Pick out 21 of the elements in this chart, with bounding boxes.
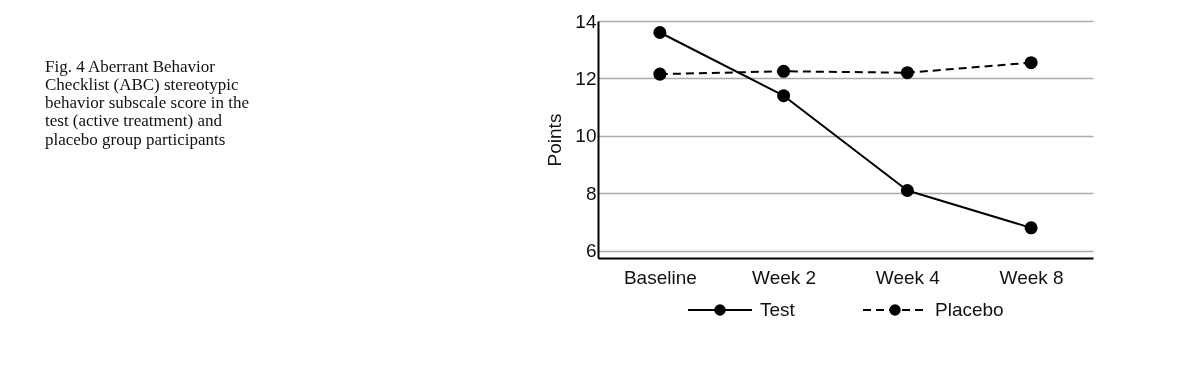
x-tick-label: Week 2 xyxy=(752,266,817,288)
point xyxy=(1024,56,1038,70)
y-tick-label: 6 xyxy=(585,240,597,262)
y-tick-label: 10 xyxy=(575,125,597,147)
point xyxy=(1024,221,1038,235)
point xyxy=(653,67,667,81)
point xyxy=(900,183,914,197)
x-tick-label: Week 8 xyxy=(999,266,1064,288)
y-tick-label: 8 xyxy=(585,182,597,204)
y-tick-label: 14 xyxy=(575,10,597,32)
x-tick-label: Week 4 xyxy=(875,266,941,288)
point xyxy=(777,64,791,78)
x-tick-label: Baseline xyxy=(623,266,697,288)
point xyxy=(777,89,791,103)
text: Fig. 4 Aberrant Behavior Checklist (ABC) stereotypic behavior subscale score in the test (active treatment) and placebo group participants xyxy=(45,56,249,149)
y-tick-label: 12 xyxy=(575,67,597,89)
y-axis-title: Points xyxy=(544,113,566,167)
legend-label: Placebo xyxy=(935,299,1004,320)
legend-label: Test xyxy=(760,299,796,320)
point xyxy=(653,25,667,39)
point xyxy=(900,66,914,80)
